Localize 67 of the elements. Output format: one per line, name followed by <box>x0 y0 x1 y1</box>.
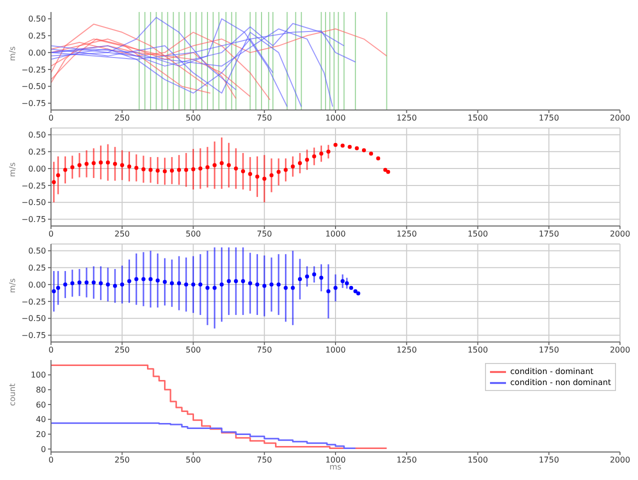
legend-label: condition - dominant <box>510 366 594 377</box>
y-tick-label: 80 <box>36 386 46 395</box>
x-tick-label: 1750 <box>538 456 560 465</box>
x-tick-label: 1500 <box>468 114 488 123</box>
x-tick-label: 750 <box>256 456 272 465</box>
x-tick-label: 2000 <box>610 230 630 239</box>
y-axis-title: m/s <box>8 162 17 177</box>
y-tick-label: −0.25 <box>21 65 46 74</box>
y-tick-label: 100 <box>30 370 46 380</box>
x-tick-label: 1500 <box>468 346 488 355</box>
x-tick-label: 1500 <box>468 456 488 465</box>
y-tick-label: 0.50 <box>28 14 46 24</box>
x-tick-label: 500 <box>186 346 201 355</box>
y-tick-label: 40 <box>36 415 46 424</box>
legend-label: condition - non dominant <box>510 377 611 388</box>
y-axis-title: m/s <box>8 46 17 61</box>
x-tick-label: 750 <box>256 346 272 355</box>
y-tick-label: −0.25 <box>21 297 46 306</box>
x-tick-label: 0 <box>48 114 54 123</box>
y-tick-label: −0.50 <box>21 82 46 92</box>
x-tick-label: 500 <box>186 230 201 239</box>
x-tick-label: 750 <box>256 230 272 239</box>
x-tick-label: 1750 <box>538 230 560 239</box>
x-tick-label: 1250 <box>396 230 417 239</box>
y-tick-label: 0 <box>40 444 46 454</box>
x-tick-label: 1000 <box>325 230 346 239</box>
x-tick-label: 1250 <box>396 114 417 123</box>
y-tick-label: 0.25 <box>28 147 46 156</box>
y-tick-label: −0.50 <box>21 198 46 208</box>
y-tick-label: 0.25 <box>28 31 46 40</box>
y-tick-label: 20 <box>36 430 46 440</box>
x-tick-label: 2000 <box>610 346 630 355</box>
y-axis-title: m/s <box>8 278 17 293</box>
y-tick-label: −0.25 <box>21 181 46 190</box>
x-tick-label: 1000 <box>325 456 346 465</box>
y-tick-label: 0.25 <box>28 263 46 272</box>
y-axis-title: count <box>8 383 17 406</box>
x-tick-label: 2000 <box>610 114 630 123</box>
x-tick-label: 0 <box>48 230 54 239</box>
x-tick-label: 1250 <box>396 456 417 465</box>
x-tick-label: 0 <box>48 456 54 465</box>
x-axis-title: ms <box>330 462 342 472</box>
x-tick-label: 2000 <box>610 456 630 465</box>
y-tick-label: 0.50 <box>28 130 46 140</box>
y-tick-label: −0.75 <box>21 331 46 340</box>
x-tick-label: 250 <box>114 456 130 465</box>
x-tick-label: 1000 <box>325 346 346 355</box>
x-tick-label: 0 <box>48 346 54 355</box>
x-tick-label: 1000 <box>325 114 346 123</box>
y-tick-label: −0.75 <box>21 215 46 224</box>
y-tick-label: 0.00 <box>28 48 46 58</box>
x-tick-label: 250 <box>114 114 130 123</box>
y-tick-label: 0.00 <box>28 164 46 174</box>
y-tick-label: 60 <box>36 400 46 410</box>
x-tick-label: 1500 <box>468 230 488 239</box>
x-tick-label: 1750 <box>538 114 560 123</box>
y-tick-label: −0.75 <box>21 99 46 108</box>
x-tick-label: 250 <box>114 230 130 239</box>
x-tick-label: 1750 <box>538 346 560 355</box>
x-tick-label: 250 <box>114 346 130 355</box>
y-tick-label: −0.50 <box>21 314 46 324</box>
x-tick-label: 500 <box>186 114 201 123</box>
x-tick-label: 1250 <box>396 346 417 355</box>
y-tick-label: 0.00 <box>28 280 46 290</box>
y-tick-label: 0.50 <box>28 246 46 256</box>
x-tick-label: 750 <box>256 114 272 123</box>
x-tick-label: 500 <box>186 456 201 465</box>
